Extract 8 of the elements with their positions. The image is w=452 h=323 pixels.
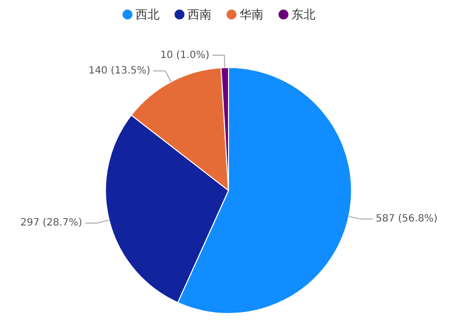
data-label: 10 (1.0%) (160, 50, 210, 61)
legend-label: 西南 (188, 8, 212, 22)
legend-label: 东北 (292, 8, 316, 22)
legend-label: 西北 (136, 8, 160, 22)
data-label: 140 (13.5%) (88, 65, 150, 76)
data-label: 587 (56.8%) (376, 214, 438, 225)
legend-label: 华南 (240, 8, 264, 22)
data-label: 297 (28.7%) (20, 218, 82, 229)
